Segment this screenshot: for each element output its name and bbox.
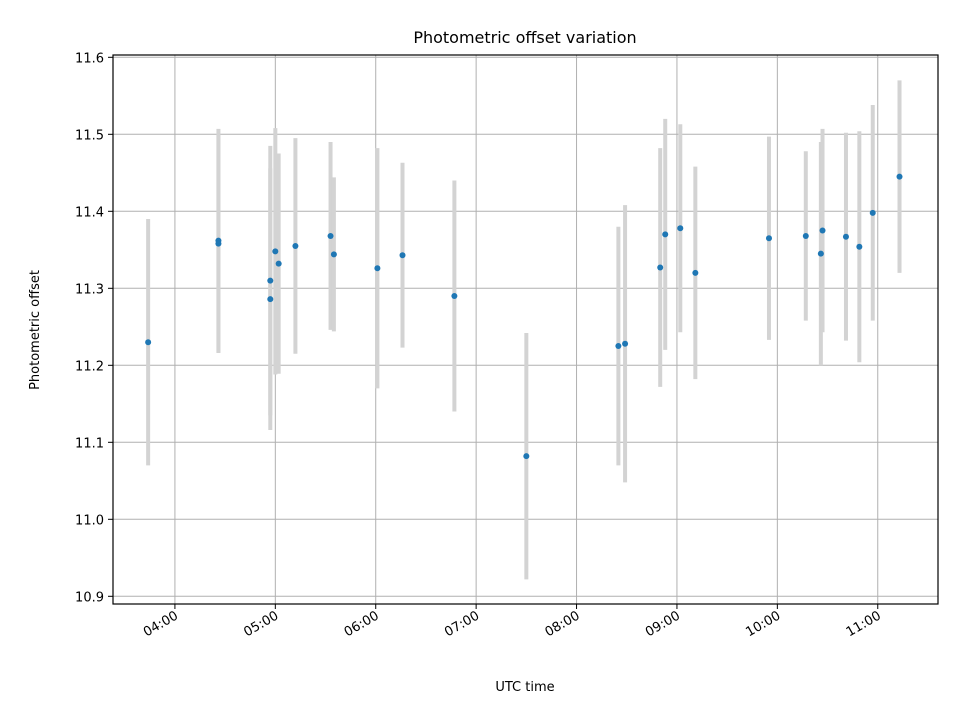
x-tick-label: 06:00 [342,608,382,640]
x-axis-label: UTC time [495,680,554,695]
x-tick-label: 08:00 [543,608,583,640]
x-tick-label: 10:00 [743,608,783,640]
data-point [869,209,876,216]
data-point [677,225,684,232]
y-tick-label: 11.6 [75,51,104,66]
data-point [523,453,530,460]
y-tick-label: 11.4 [75,205,104,220]
data-point [215,240,222,247]
data-point [327,232,334,239]
data-point [267,277,274,284]
y-tick-label: 10.9 [75,590,104,605]
y-tick-label: 11.1 [75,436,104,451]
y-tick-label: 11.0 [75,513,104,528]
data-point [267,296,274,303]
data-point [399,252,406,259]
y-tick-label: 11.3 [75,282,104,297]
x-tick-label: 07:00 [442,608,482,640]
chart-title: Photometric offset variation [413,28,636,47]
data-point [765,235,772,242]
x-tick-label: 04:00 [141,608,181,640]
data-point [662,231,669,238]
data-point [657,264,664,271]
x-tick-label: 09:00 [643,608,683,640]
data-point [330,251,337,258]
x-tick-label: 11:00 [844,608,884,640]
data-points [145,173,903,460]
data-point [856,243,863,250]
data-point [622,340,629,347]
data-point [817,250,824,257]
x-axis-ticks: 04:00 05:00 06:00 07:00 08:00 09:00 10:00 11:00 [141,604,884,640]
data-point [292,242,299,249]
data-point [692,269,699,276]
y-axis-label: Photometric offset [28,270,43,390]
data-point [896,173,903,180]
y-axis-ticks: 10.9 11.0 11.1 11.2 11.3 11.4 11.5 11.6 [75,51,113,605]
data-point [802,232,809,239]
data-point [145,339,152,346]
plot-frame [112,54,939,605]
errorbars [146,80,902,580]
data-point [819,227,826,234]
data-point [842,233,849,240]
x-tick-label: 05:00 [241,608,281,640]
y-tick-label: 11.2 [75,359,104,374]
y-tick-label: 11.5 [75,128,104,143]
data-point [451,293,458,300]
grid [113,55,938,604]
data-point [615,343,622,350]
data-point [272,248,279,255]
data-point [374,265,381,272]
data-point [275,260,282,267]
